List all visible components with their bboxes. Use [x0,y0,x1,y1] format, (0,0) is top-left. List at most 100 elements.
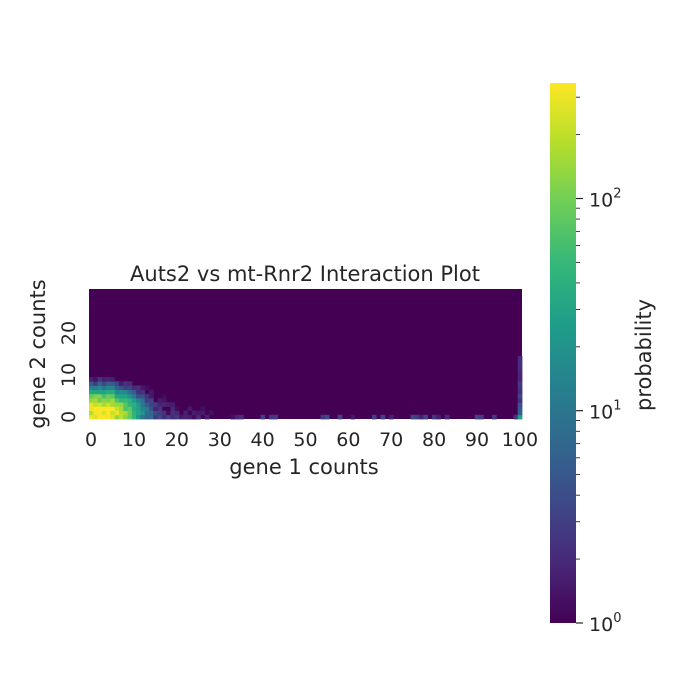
heatmap-cell [517,406,523,412]
heatmap-cell [123,414,128,420]
heatmap-cell [161,393,167,399]
colorbar-tick-exponent: 1 [613,399,621,414]
y-tick-label: 10 [58,363,80,387]
heatmap-cell [97,385,103,391]
heatmap-cell [517,389,523,395]
heatmap-cell [144,398,150,403]
heatmap-cell [97,393,103,399]
heatmap-cell [234,414,240,420]
heatmap-cell [320,414,326,420]
x-tick-label: 10 [122,429,146,451]
heatmap-cell [161,402,167,407]
heatmap-cell [174,406,180,412]
heatmap-cell [517,414,523,420]
colorbar-tick-exponent: 0 [613,611,621,626]
heatmap-cell [97,377,103,382]
colorbar [550,83,576,623]
heatmap-cell [157,398,163,403]
heatmap-cell [131,414,137,420]
heatmap-cell [93,377,98,382]
heatmap-cell [174,414,180,420]
heatmap-cell [187,414,193,420]
colorbar-tick-label: 102 [589,187,621,212]
heatmap-cell [97,410,103,416]
heatmap-cell [123,393,128,399]
x-tick-label: 100 [502,429,538,451]
heatmap-cell [123,389,128,395]
heatmap-cell [114,398,120,403]
heatmap-cell [127,398,133,403]
heatmap-cell [110,385,116,391]
heatmap-cell [149,402,154,407]
heatmap-cell [191,414,197,420]
heatmap-cell [371,414,377,420]
heatmap-cell [114,406,120,412]
heatmap-cell [119,410,124,416]
heatmap-cell [149,393,154,399]
heatmap-cell [410,414,416,420]
heatmap-cell [93,414,98,420]
colorbar-tick-base: 10 [589,614,613,636]
heatmap-cell [479,414,484,420]
heatmap-cell [380,414,386,420]
heatmap-cell [517,381,523,386]
heatmap-cell [136,389,141,395]
heatmap-cell [89,398,94,403]
heatmap-cell [89,385,94,391]
heatmap-cell [93,385,98,391]
heatmap-cell [106,389,111,395]
x-tick-label: 60 [336,429,360,451]
heatmap-cell [101,414,107,420]
heatmap-cell [436,414,441,420]
heatmap-cell [97,389,103,395]
colorbar-tick-label: 101 [589,399,621,424]
heatmap-cell [431,414,437,420]
heatmap-cell [106,410,111,416]
heatmap-cell [131,402,137,407]
heatmap-cell [209,410,214,416]
colorbar-tick-label: 100 [589,611,621,636]
heatmap-cell [517,402,523,407]
heatmap-background [89,289,522,419]
heatmap-cell [119,398,124,403]
heatmap-cell [136,398,141,403]
heatmap-cell [170,402,176,407]
heatmap-cell [149,398,154,403]
heatmap-cell [93,402,98,407]
heatmap-cell [93,389,98,395]
heatmap-cell [89,393,94,399]
chart-title: Auts2 vs mt-Rnr2 Interaction Plot [130,262,480,286]
heatmap-cell [140,389,146,395]
heatmap-cell [123,385,128,391]
heatmap-cell [101,377,107,382]
heatmap-cell [101,406,107,412]
x-tick-label: 20 [165,429,189,451]
heatmap-cell [110,406,116,412]
heatmap-cell [119,393,124,399]
heatmap-cell [196,414,201,420]
x-tick-label: 90 [465,429,489,451]
heatmap-cell [140,385,146,391]
x-axis-label: gene 1 counts [229,455,378,479]
heatmap-cell [106,377,111,382]
heatmap-cell [106,381,111,386]
heatmap-cell [337,414,343,420]
heatmap-cell [110,377,116,382]
heatmap-cell [161,410,167,416]
heatmap-cell [183,410,189,416]
heatmap-cell [491,414,497,420]
heatmap-cell [200,410,206,416]
heatmap-cell [239,414,244,420]
heatmap-cell [127,385,133,391]
colorbar-tick-exponent: 2 [613,187,621,202]
heatmap-cell [127,406,133,412]
heatmap-cell [114,385,120,391]
heatmap-cell [144,385,150,391]
x-tick-label: 50 [293,429,317,451]
heatmap-cell [444,414,450,420]
heatmap-cell [89,410,94,416]
y-axis-ticks: 0 10 20 [58,321,80,423]
heatmap-cell [144,393,150,399]
heatmap-cell [97,381,103,386]
heatmap-cell [140,410,146,416]
